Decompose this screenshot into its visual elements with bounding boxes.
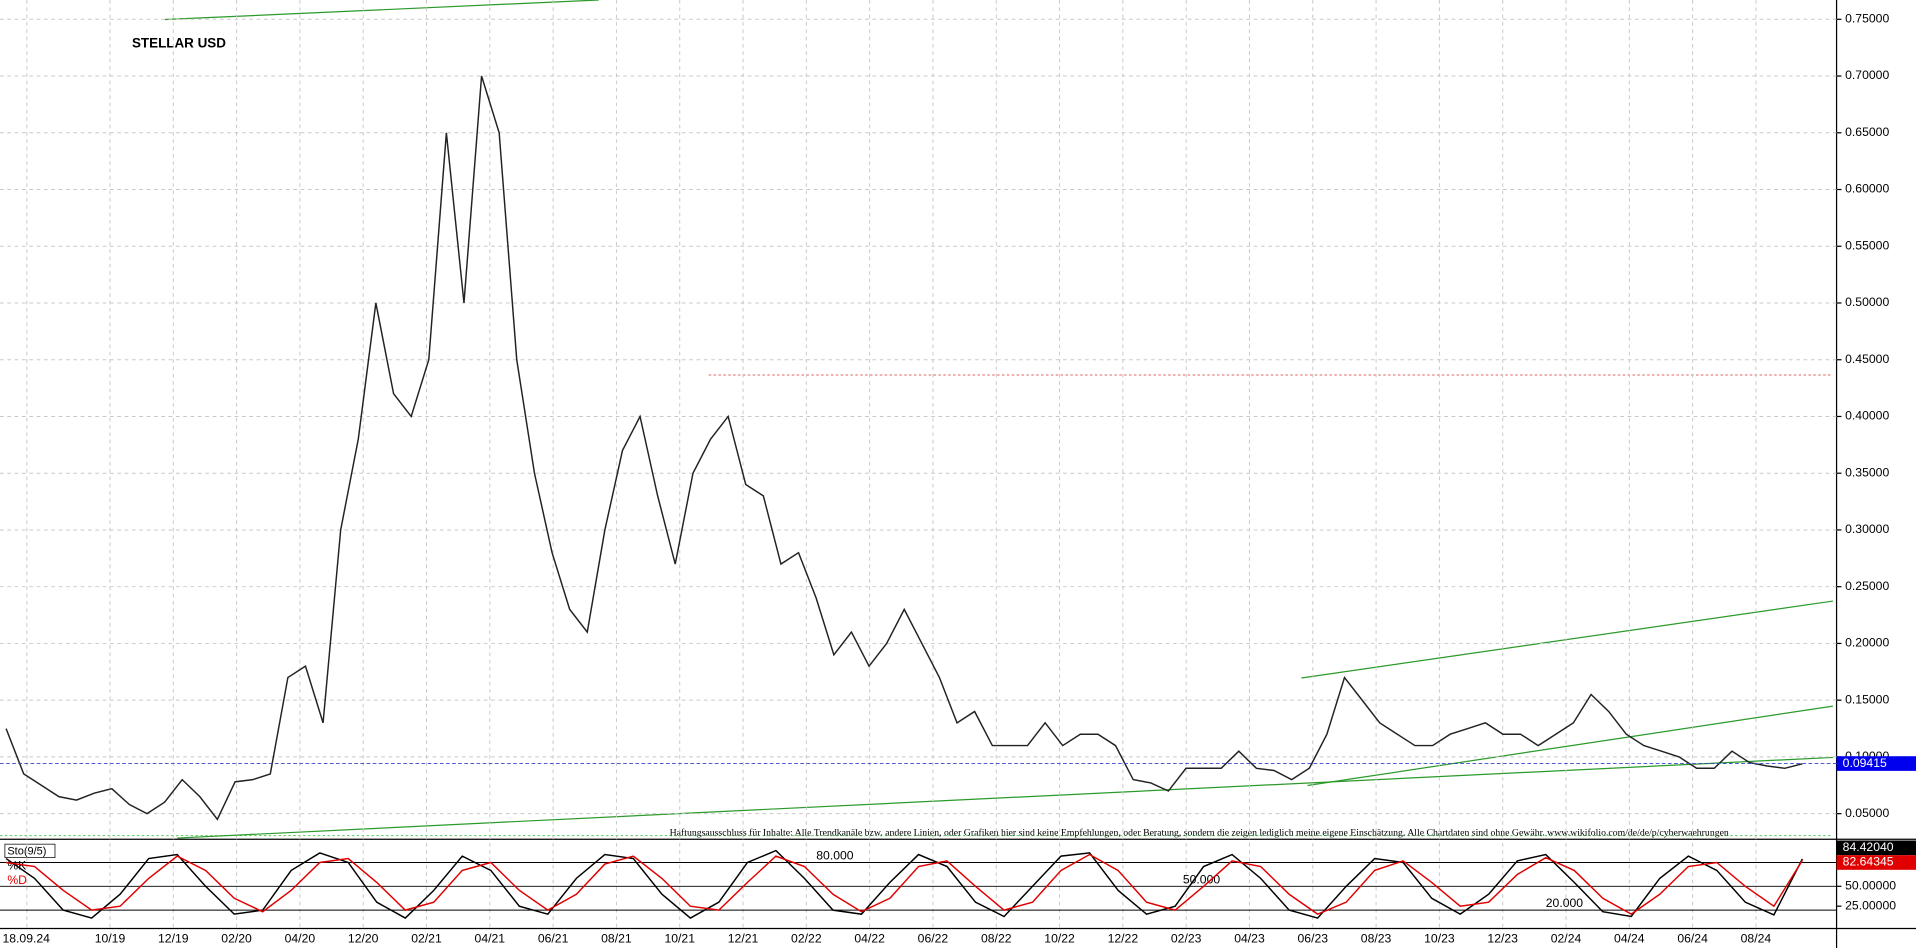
y-tick-label: 50.00000 [1845,879,1896,893]
indicator-box [4,843,56,858]
x-tick-label: 08/22 [981,932,1012,946]
y-tick-label: 25.00000 [1845,898,1896,912]
y-tick-label: 0.60000 [1845,182,1889,196]
y-tick-label: 0.55000 [1845,238,1889,252]
level-label: 80.000 [816,849,854,863]
last-value-box [1836,855,1916,870]
y-tick-label: 0.05000 [1845,806,1889,820]
x-tick-label: 02/22 [791,932,822,946]
y-tick-label: 0.70000 [1845,68,1889,82]
y-tick-label: 0.20000 [1845,636,1889,650]
disclaimer: Haftungsausschluss für Inhalte: Alle Tre… [670,827,1729,838]
trendline [164,0,599,21]
trendline [1307,705,1833,787]
y-tick-label: 0.25000 [1845,579,1889,593]
x-tick-label: 02/24 [1551,932,1582,946]
x-tick-label: 12/21 [728,932,759,946]
series-line [5,75,1803,821]
legend-d: %D [7,873,27,887]
y-tick-label: 0.15000 [1845,692,1889,706]
level-label: 20.000 [1546,896,1584,910]
y-tick-label: 0.40000 [1845,409,1889,423]
y-tick-label: 0.50000 [1845,295,1889,309]
y-tick-label: 0.45000 [1845,352,1889,366]
x-tick-label: 06/23 [1298,932,1329,946]
x-tick-label: 10/22 [1044,932,1075,946]
y-tick-label: 0.65000 [1845,125,1889,139]
x-tick-label: 12/19 [158,932,189,946]
x-tick-label: 04/24 [1614,932,1645,946]
x-tick-label: 02/23 [1171,932,1202,946]
trendlines [164,0,1833,839]
x-tick-label: 12/22 [1108,932,1139,946]
x-tick-label: 02/20 [221,932,252,946]
x-tick-label: 10/19 [95,932,126,946]
x-tick-label: 06/21 [538,932,569,946]
x-tick-label: 10/23 [1424,932,1455,946]
x-tick-label: 06/22 [918,932,949,946]
level-label: 50.000 [1183,872,1221,886]
last-value-label: 82.64345 [1843,855,1894,869]
x-tick-label: 04/20 [285,932,316,946]
x-tick-label: 08/23 [1361,932,1392,946]
x-tick-label: 06/24 [1677,932,1708,946]
last-value-label: 84.42040 [1843,840,1894,854]
trendline [177,756,1833,839]
y-tick-label: 0.75000 [1845,12,1889,26]
last-price-label: 0.09415 [1843,756,1887,770]
x-tick-label: 08/21 [601,932,632,946]
x-tick-label: 04/22 [854,932,885,946]
y-tick-label: 0.35000 [1845,465,1889,479]
last-price-box [1836,756,1916,771]
x-tick-label: 12/23 [1487,932,1518,946]
chart-title: STELLAR USD [132,36,226,51]
y-tick-label: 0.30000 [1845,522,1889,536]
series-line [5,849,1804,919]
x-tick-label: 18.09.24 [2,932,50,946]
series-line [6,853,1803,916]
x-tick-label: 04/21 [475,932,506,946]
x-tick-label: 04/23 [1234,932,1265,946]
last-value-box [1836,840,1916,856]
x-tick-label: 08/24 [1741,932,1772,946]
trendline [1301,600,1833,679]
x-tick-label: 02/21 [411,932,442,946]
x-tick-label: 10/21 [664,932,695,946]
x-tick-label: 12/20 [348,932,379,946]
